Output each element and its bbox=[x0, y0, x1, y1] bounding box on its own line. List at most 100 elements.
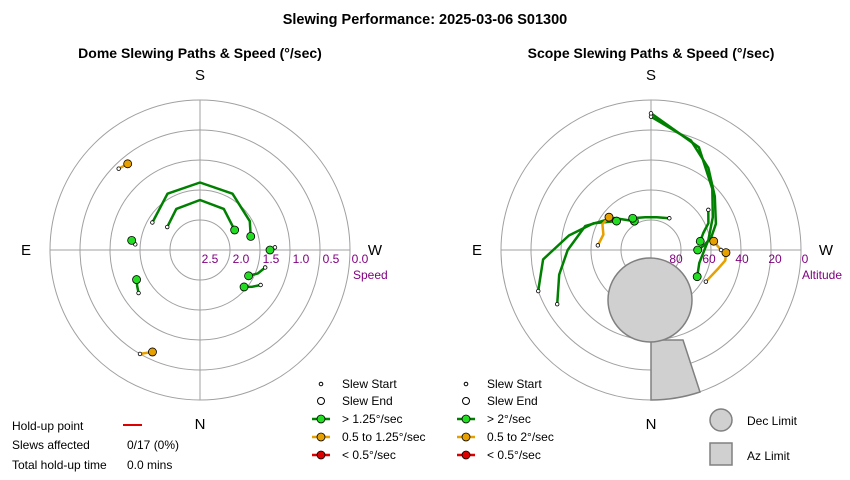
dome-slew-start-marker bbox=[165, 224, 170, 230]
scope-slew-end-marker bbox=[709, 236, 719, 246]
scope-legend: Slew Start Slew End > 2°/sec 0.5 to 2°/s… bbox=[457, 377, 798, 466]
dome-polar-chart: Dome Slewing Paths & Speed (°/sec) 0.00.… bbox=[21, 45, 388, 433]
legend-medium-marker bbox=[316, 432, 326, 442]
dome-compass-right: W bbox=[368, 242, 383, 259]
dome-radial-ticks: 0.0 0.5 1.0 1.5 2.0 2.5 bbox=[202, 252, 369, 266]
scope-radial-label: Altitude bbox=[802, 268, 842, 282]
dome-slew-end-marker bbox=[230, 225, 240, 235]
dome-legend-start: Slew Start bbox=[342, 377, 397, 391]
scope-radial-tick-label: 20 bbox=[768, 252, 782, 266]
dec-limit-shape bbox=[607, 257, 693, 343]
figure-title: Slewing Performance: 2025-03-06 S01300 bbox=[283, 12, 568, 28]
scope-slew-start-marker bbox=[648, 111, 654, 116]
dome-slew-start-marker bbox=[258, 282, 263, 288]
scope-compass-bottom: N bbox=[646, 416, 657, 433]
scope-slew-path bbox=[631, 215, 671, 220]
legend-start-marker bbox=[318, 381, 324, 387]
dome-slew-end-marker bbox=[239, 282, 249, 292]
scope-chart-title: Scope Slewing Paths & Speed (°/sec) bbox=[528, 45, 775, 61]
legend-fast-marker bbox=[316, 414, 326, 424]
scope-slew-end-marker bbox=[612, 216, 621, 226]
legend-slow-marker bbox=[316, 450, 326, 460]
dome-legend-end: Slew End bbox=[342, 394, 393, 408]
dome-radial-label: Speed bbox=[353, 268, 388, 282]
scope-legend-end: Slew End bbox=[487, 394, 538, 408]
legend-end-marker bbox=[317, 397, 325, 405]
dome-slew-end-marker bbox=[246, 232, 256, 241]
dome-slew-start-marker bbox=[137, 351, 143, 357]
dome-slew-end-marker bbox=[244, 271, 253, 281]
dome-radial-tick-label: 2.0 bbox=[233, 252, 250, 266]
scope-legend-start: Slew Start bbox=[487, 377, 542, 391]
scope-slew-path bbox=[698, 208, 710, 243]
dome-slew-end-marker bbox=[123, 159, 133, 169]
legend-start-marker bbox=[463, 381, 469, 387]
scope-radial-tick-label: 60 bbox=[702, 252, 716, 266]
dome-slew-start-marker bbox=[116, 166, 121, 171]
scope-slew-start-marker bbox=[536, 288, 541, 294]
dome-slew-path bbox=[151, 181, 252, 238]
scope-slew-end-marker bbox=[692, 272, 702, 282]
scope-paths bbox=[536, 111, 731, 307]
legend-medium-marker bbox=[461, 432, 471, 442]
dome-radial-tick-label: 1.0 bbox=[293, 252, 310, 266]
dome-paths bbox=[116, 159, 278, 357]
scope-slew-path bbox=[536, 219, 618, 293]
scope-radial-ticks: 0 20 40 60 80 bbox=[669, 252, 808, 266]
dome-slew-end-marker bbox=[148, 347, 157, 357]
slews-affected-value: 0/17 (0%) bbox=[127, 438, 179, 452]
dome-radial-tick-label: 0.0 bbox=[352, 252, 369, 266]
scope-radial-tick-label: 0 bbox=[802, 252, 809, 266]
scope-compass-left: E bbox=[472, 242, 482, 259]
scope-slew-start-marker bbox=[595, 243, 601, 248]
dome-legend: Slew Start Slew End > 1.25°/sec 0.5 to 1… bbox=[312, 377, 426, 462]
dome-slew-start-marker bbox=[150, 220, 155, 225]
dome-slew-start-marker bbox=[136, 290, 141, 296]
scope-polar-chart: Scope Slewing Paths & Speed (°/sec) 0 20 4… bbox=[472, 45, 842, 433]
holdup-point-label: Hold-up point bbox=[12, 419, 84, 433]
legend-end-marker bbox=[462, 397, 470, 405]
scope-legend-slow: < 0.5°/sec bbox=[487, 448, 541, 462]
dome-radial-tick-label: 2.5 bbox=[202, 252, 219, 266]
dec-limit-legend-icon bbox=[709, 408, 733, 432]
dome-compass-top: S bbox=[195, 67, 205, 84]
legend-slow-marker bbox=[461, 450, 471, 460]
dome-chart-title: Dome Slewing Paths & Speed (°/sec) bbox=[78, 45, 322, 61]
dome-legend-medium: 0.5 to 1.25°/sec bbox=[342, 430, 426, 444]
scope-slew-path bbox=[596, 215, 611, 247]
scope-slew-end-marker bbox=[695, 236, 705, 246]
scope-slew-start-marker bbox=[718, 247, 724, 253]
scope-slew-end-marker bbox=[721, 248, 731, 258]
dome-slew-end-marker bbox=[132, 275, 141, 284]
scope-limits bbox=[607, 257, 701, 401]
dome-slew-end-marker bbox=[127, 235, 137, 245]
az-limit-label: Az Limit bbox=[747, 449, 790, 463]
scope-slew-end-marker bbox=[693, 245, 703, 255]
scope-slew-end-marker bbox=[628, 213, 638, 223]
scope-radial-tick-label: 40 bbox=[735, 252, 749, 266]
dome-legend-slow: < 0.5°/sec bbox=[342, 448, 396, 462]
scope-slew-start-marker bbox=[706, 207, 711, 213]
dome-grid bbox=[49, 99, 351, 401]
dome-compass-left: E bbox=[21, 242, 31, 259]
dome-slew-end-marker bbox=[265, 245, 275, 255]
legend-fast-marker bbox=[461, 414, 471, 424]
dome-slew-start-marker bbox=[262, 265, 268, 270]
holdup-time-value: 0.0 mins bbox=[127, 458, 172, 472]
holdup-panel: Hold-up point Slews affected 0/17 (0%) T… bbox=[12, 419, 179, 472]
scope-slew-start-marker bbox=[554, 301, 560, 307]
dome-radial-tick-label: 0.5 bbox=[323, 252, 340, 266]
scope-slew-start-marker bbox=[703, 279, 709, 284]
dome-slew-path bbox=[165, 198, 236, 232]
scope-compass-right: W bbox=[819, 242, 834, 259]
dome-legend-fast: > 1.25°/sec bbox=[342, 412, 403, 426]
az-limit-shape bbox=[650, 339, 701, 401]
slews-affected-label: Slews affected bbox=[12, 438, 90, 452]
scope-legend-fast: > 2°/sec bbox=[487, 412, 531, 426]
holdup-time-label: Total hold-up time bbox=[12, 458, 107, 472]
dome-radial-tick-label: 1.5 bbox=[263, 252, 280, 266]
scope-slew-start-marker bbox=[667, 216, 672, 221]
dome-compass-bottom: N bbox=[195, 416, 206, 433]
dec-limit-label: Dec Limit bbox=[747, 414, 798, 428]
